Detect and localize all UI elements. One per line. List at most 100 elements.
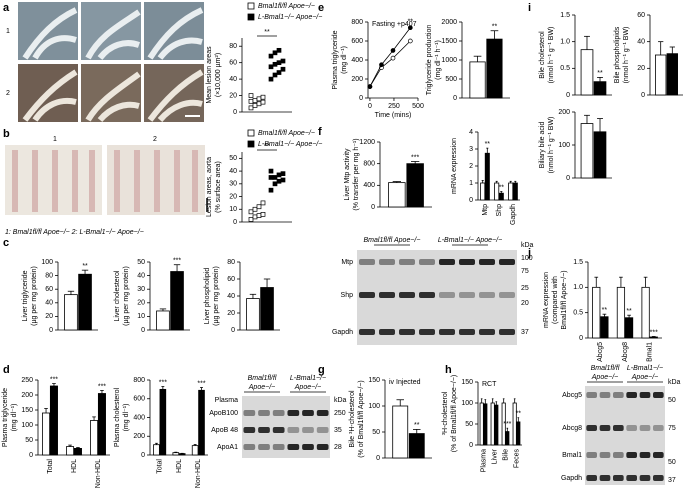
photos-b [5, 145, 208, 215]
x-tick-label: Non-HDL [195, 459, 202, 488]
x-tick-label: Bmal1 [647, 342, 654, 362]
point [367, 84, 373, 89]
y-tick-label: 800 [133, 377, 145, 384]
dot [252, 206, 258, 212]
y-tick-label: 400 [363, 182, 375, 189]
y-tick-label: 1.0 [573, 284, 583, 291]
dot [252, 98, 258, 103]
vessels [22, 69, 204, 123]
significance: *** [503, 421, 511, 428]
panel-label: h [445, 364, 452, 376]
row-label: ApoB 48 [211, 427, 238, 434]
marker-label: 50 [668, 459, 676, 466]
dot [268, 175, 274, 180]
x-tick-label: Bile [502, 449, 509, 461]
y-tick-label: 250 [21, 377, 33, 384]
band [599, 425, 611, 431]
y-tick-label: 100 [558, 142, 570, 149]
band [586, 452, 597, 458]
y-axis-label: Triglyceride production [426, 25, 433, 96]
panel-label: j [527, 247, 531, 259]
band [316, 427, 329, 433]
y-tick-label: 1500 [441, 38, 457, 45]
bar [512, 402, 517, 446]
dot [252, 214, 258, 220]
band [613, 425, 624, 431]
y-axis-label: (nmol h⁻¹ g⁻¹ BW) [548, 27, 555, 84]
bar [156, 310, 170, 331]
band [653, 452, 664, 458]
bar [97, 393, 106, 456]
dot [276, 47, 282, 53]
y-tick-label: 0.5 [560, 65, 570, 72]
row-label: Gapdh [561, 475, 582, 482]
band [258, 427, 270, 433]
dot [276, 172, 282, 178]
y-axis-label: Biliary bile acid [539, 122, 546, 169]
band [586, 392, 597, 398]
band [316, 410, 329, 416]
x-tick-label: Mtp [482, 204, 489, 216]
dot [268, 64, 274, 70]
significance: ** [602, 307, 608, 314]
y-tick-label: 30 [137, 286, 145, 293]
significance: *** [411, 154, 419, 161]
band [399, 292, 415, 298]
y-tick-label: 0 [141, 327, 145, 334]
band [258, 410, 270, 416]
bar [580, 49, 594, 96]
row-label: Bmal1 [562, 452, 582, 459]
y-tick-label: 20 [45, 313, 53, 320]
marker-label: 28 [334, 444, 342, 451]
panel-label: b [3, 128, 10, 140]
y-tick-label: 80 [45, 272, 53, 279]
band [359, 329, 375, 335]
band [653, 475, 664, 481]
band [287, 444, 300, 450]
y-tick-label: 0 [359, 95, 363, 102]
significance: ** [408, 19, 414, 26]
band [626, 392, 637, 398]
y-axis-label: (mg dl⁻¹ h⁻¹) [435, 40, 442, 80]
significance: *** [50, 376, 58, 383]
y-tick-label: 0 [469, 442, 473, 449]
band [419, 259, 435, 265]
row-label: Shp [341, 292, 354, 299]
dot [276, 178, 282, 184]
band [272, 410, 285, 416]
col-label: 2 [153, 136, 157, 143]
x-tick-label: HDL [71, 459, 78, 473]
band [379, 329, 395, 335]
dot [276, 70, 282, 75]
marker-label: 100 [521, 255, 533, 262]
y-tick-label: 20 [229, 92, 237, 99]
band [439, 292, 455, 298]
y-tick-label: 1200 [359, 139, 375, 146]
y-tick-label: 100 [41, 259, 53, 266]
y-axis-label: (mg dl⁻¹) [341, 46, 348, 74]
y-tick-label: 1.5 [573, 259, 583, 266]
y-tick-label: 80 [227, 259, 235, 266]
x-tick-label: Feces [513, 449, 520, 469]
x-tick-label: HDL [176, 459, 183, 473]
group-label: L-Bmal1−/− [627, 365, 663, 372]
y-tick-label: 0 [233, 109, 237, 116]
y-axis-label: Plasma cholesterol [114, 387, 121, 447]
dot [260, 94, 266, 100]
marker-label: 25 [521, 285, 529, 292]
y-axis-label: (µg per mg protein) [123, 266, 130, 326]
y-axis-label: (mg dl⁻¹) [123, 404, 130, 432]
group-label: Bmal1fl/fl Apoe−/− [364, 237, 421, 244]
y-tick-label: 0 [579, 335, 583, 342]
y-axis-label: Plasma triglyceride [2, 388, 9, 447]
significance: ** [499, 184, 505, 191]
y-tick-label: 200 [351, 76, 363, 83]
y-tick-label: 0 [641, 92, 645, 99]
x-tick-label: Non-HDL [95, 459, 102, 488]
significance: ** [516, 411, 522, 418]
row-label: Mtp [341, 259, 353, 266]
y-tick-label: 400 [133, 414, 145, 421]
y-tick-label: 2000 [441, 19, 457, 26]
band [626, 452, 637, 458]
band [479, 259, 495, 265]
